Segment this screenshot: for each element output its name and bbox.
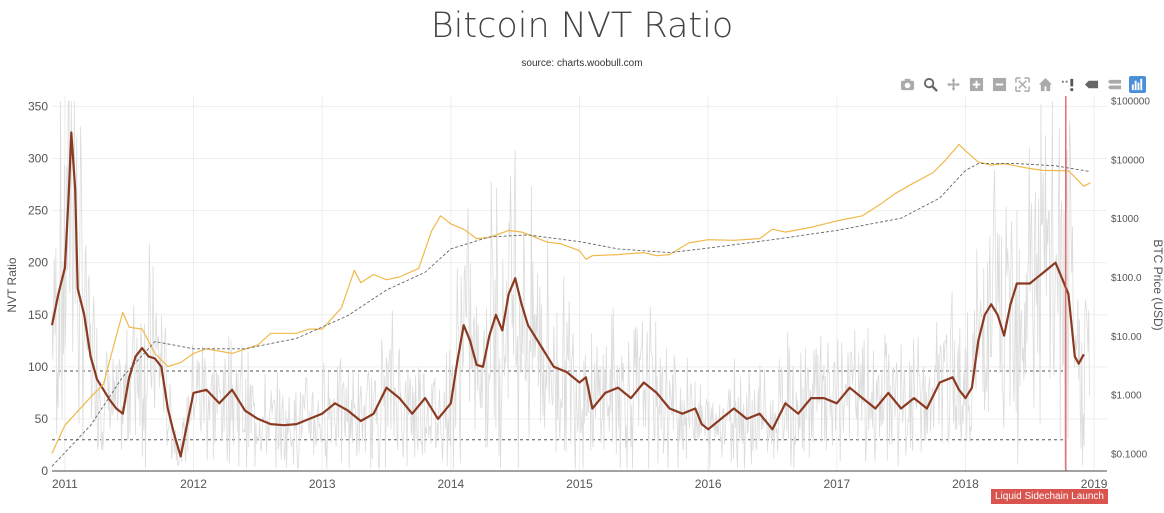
zoom-out-icon[interactable] (991, 76, 1008, 93)
y2-tick-label: $100000 (1111, 97, 1150, 108)
y-tick-label: 250 (28, 204, 48, 218)
camera-icon[interactable] (899, 76, 916, 93)
pan-icon[interactable] (945, 76, 962, 93)
nvt-raw-series (51, 100, 1090, 470)
y2-tick-label: $10000 (1111, 155, 1145, 166)
y2-tick-label: $0.1000 (1111, 449, 1148, 460)
y-tick-label: 100 (28, 360, 48, 374)
y-tick-label: 50 (35, 412, 49, 426)
x-tick-label: 2019 (1081, 477, 1108, 491)
bar-chart-icon[interactable] (1129, 76, 1146, 93)
hover-compare-icon[interactable] (1106, 76, 1123, 93)
nvt-raw-line (51, 100, 1090, 470)
price-line (51, 143, 1091, 454)
x-tick-label: 2014 (437, 477, 464, 491)
y-tick-label: 200 (28, 256, 48, 270)
x-tick-label: 2012 (180, 477, 207, 491)
zoom-icon[interactable] (922, 76, 939, 93)
y-tick-label: 300 (28, 152, 48, 166)
axes-group: 0 50 100 150 200 250 300 350 2011 2012 2013 2014 201… (28, 97, 1150, 491)
autoscale-icon[interactable] (1014, 76, 1031, 93)
y-axis-title: NVT Ratio (5, 257, 19, 312)
y2-tick-label: $1.000 (1111, 391, 1142, 402)
spike-icon[interactable] (1060, 76, 1077, 93)
x-tick-label: 2011 (52, 477, 78, 491)
y-tick-label: 0 (41, 464, 48, 478)
x-tick-label: 2015 (566, 477, 593, 491)
home-icon[interactable] (1037, 76, 1054, 93)
nvt-line (50, 131, 1085, 458)
y2-axis-title: BTC Price (USD) (1151, 239, 1164, 330)
y-tick-label: 350 (28, 99, 48, 113)
hover-closest-icon[interactable] (1083, 76, 1100, 93)
chart-title: Bitcoin NVT Ratio (430, 6, 734, 46)
x-tick-label: 2017 (823, 477, 850, 491)
chart-subtitle: source: charts.woobull.com (521, 58, 643, 69)
gridlines (52, 96, 1107, 472)
x-tick-label: 2013 (309, 477, 336, 491)
y2-tick-label: $10.00 (1111, 332, 1142, 343)
y2-tick-label: $100.0 (1111, 273, 1142, 284)
y-tick-label: 150 (28, 308, 48, 322)
series-group (50, 131, 1091, 467)
reference-lines (52, 370, 1066, 441)
x-tick-label: 2018 (952, 477, 979, 491)
liquid-sidechain-annotation: Liquid Sidechain Launch (991, 489, 1108, 504)
zoom-in-icon[interactable] (968, 76, 985, 93)
price_ma-line (51, 163, 1091, 467)
modebar (899, 76, 1146, 93)
x-tick-label: 2016 (695, 477, 722, 491)
y2-tick-label: $1000 (1111, 214, 1139, 225)
